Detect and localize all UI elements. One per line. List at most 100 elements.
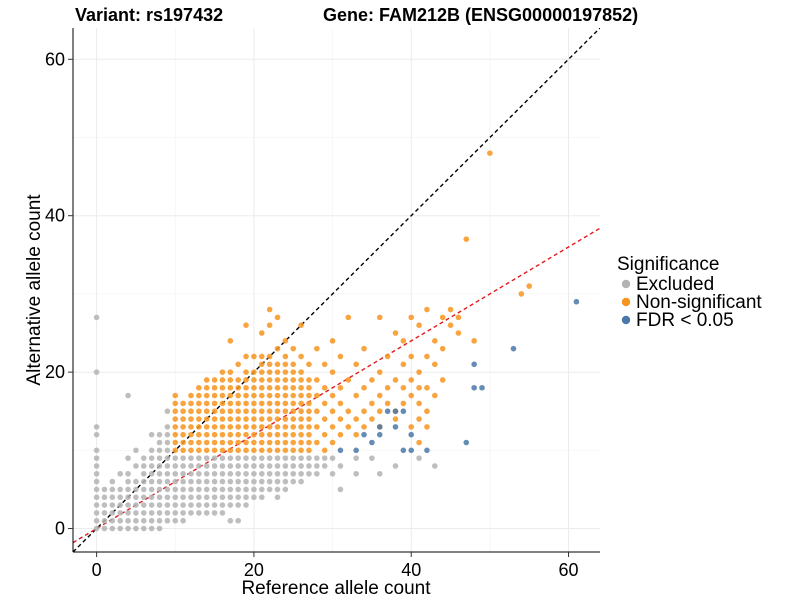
data-point [203, 447, 210, 454]
data-point [203, 455, 210, 461]
data-point [93, 447, 100, 454]
data-point [290, 361, 297, 368]
data-point [235, 400, 241, 407]
data-point [227, 494, 234, 501]
data-point [172, 416, 179, 422]
data-point [526, 283, 533, 289]
data-point [93, 455, 100, 461]
data-point [148, 486, 155, 493]
x-axis-ticks: 0 20 40 60 [92, 552, 579, 580]
data-point [133, 486, 139, 493]
data-point [219, 424, 226, 430]
data-point [290, 424, 297, 430]
data-point [93, 463, 100, 469]
data-point [290, 439, 297, 446]
data-point [172, 408, 179, 415]
data-point [140, 525, 147, 532]
data-point [416, 416, 422, 422]
data-point [203, 478, 210, 485]
data-point [125, 494, 131, 501]
data-point [266, 384, 273, 391]
data-point [416, 369, 422, 375]
data-point [196, 400, 202, 407]
data-point [251, 353, 257, 360]
data-point [369, 377, 375, 383]
data-point [298, 400, 304, 407]
data-point [274, 494, 281, 501]
data-point [266, 416, 273, 422]
data-point [172, 424, 179, 430]
data-point [140, 494, 147, 501]
data-point [376, 424, 383, 430]
data-point [180, 400, 186, 407]
data-point [219, 502, 226, 508]
data-point [227, 431, 234, 438]
data-point [274, 431, 281, 438]
data-point [329, 392, 336, 399]
data-point [148, 470, 155, 477]
data-point [424, 353, 430, 360]
data-point [258, 424, 265, 430]
data-point [314, 392, 320, 399]
data-point [211, 424, 218, 430]
data-point [243, 424, 249, 430]
data-point [235, 416, 241, 422]
data-point [321, 447, 328, 454]
data-point [148, 447, 155, 454]
data-point [298, 447, 304, 454]
data-point [101, 517, 108, 524]
data-point [321, 463, 328, 469]
data-point [196, 384, 202, 391]
data-point [298, 431, 304, 438]
data-point [510, 345, 517, 352]
data-point [408, 353, 415, 360]
data-point [203, 377, 210, 383]
data-point [172, 494, 179, 501]
data-point [117, 486, 123, 493]
data-point [243, 431, 249, 438]
data-point [196, 494, 202, 501]
data-point [337, 447, 344, 454]
data-point [258, 447, 265, 454]
data-point [219, 510, 226, 516]
data-point [369, 400, 375, 407]
data-point [251, 384, 257, 391]
data-point [219, 486, 226, 493]
data-point [266, 470, 273, 477]
data-point [203, 400, 210, 407]
data-point [376, 369, 383, 375]
data-point [164, 408, 171, 415]
data-point [298, 353, 304, 360]
data-point [392, 408, 399, 415]
data-point [156, 486, 163, 493]
data-point [148, 502, 155, 508]
data-point [274, 408, 281, 415]
legend-label: FDR < 0.05 [636, 310, 734, 331]
data-point [290, 416, 297, 422]
data-point [274, 314, 281, 321]
data-point [298, 463, 304, 469]
data-point [125, 470, 131, 477]
data-point [298, 384, 304, 391]
data-point [93, 486, 100, 493]
data-point [306, 463, 312, 469]
data-point [306, 392, 312, 399]
data-point [400, 400, 407, 407]
data-point [140, 510, 147, 516]
data-point [353, 416, 359, 422]
data-point [329, 470, 336, 477]
data-point [479, 384, 485, 391]
data-point [447, 322, 454, 328]
data-point [196, 408, 202, 415]
data-point [266, 424, 273, 430]
data-point [384, 400, 391, 407]
data-point [274, 361, 281, 368]
data-point [243, 470, 249, 477]
data-point [243, 369, 249, 375]
data-point [133, 463, 139, 469]
data-point [211, 400, 218, 407]
data-point [266, 455, 273, 461]
data-point [258, 463, 265, 469]
data-point [180, 470, 186, 477]
data-point [274, 384, 281, 391]
